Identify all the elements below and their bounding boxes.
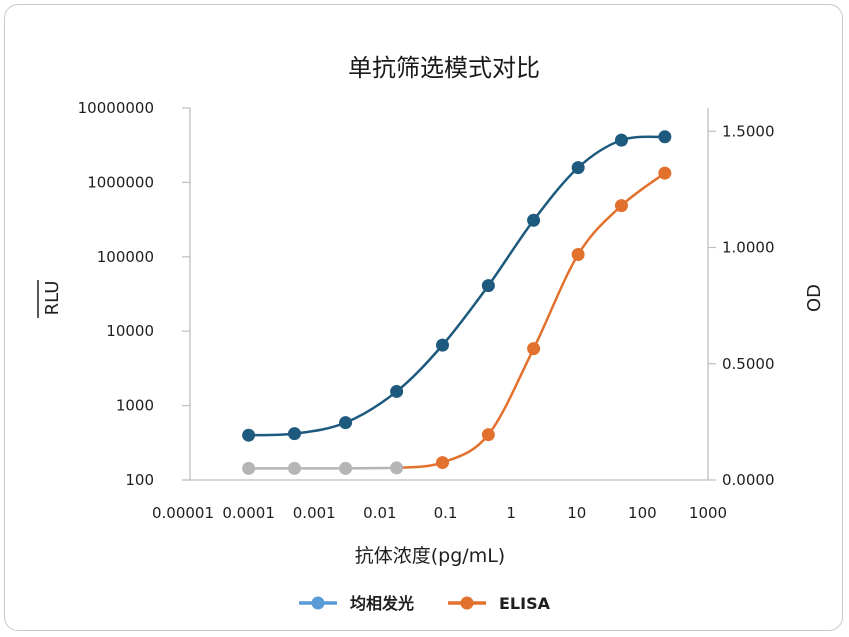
series-1-point-4 (435, 338, 449, 352)
legend: 均相发光 ELISA (299, 594, 551, 613)
y-tick-label-3: 10000 (106, 322, 154, 340)
series-1-point-0 (242, 428, 256, 442)
y2-tick-label-1: 1.0000 (722, 239, 775, 257)
series-1-point-1 (287, 427, 301, 441)
series-2-point-5 (481, 428, 495, 442)
series-2-point-4 (435, 456, 449, 470)
series-1-point-8 (614, 133, 628, 147)
legend-label-2: ELISA (499, 594, 551, 613)
series-1-point-6 (527, 213, 541, 227)
x-tick-label-6: 10 (567, 504, 586, 522)
y2-tick-labels: 1.5000 1.0000 0.5000 0.0000 (708, 122, 775, 489)
y2-tick-label-3: 0.0000 (722, 471, 775, 489)
series-2-point-6 (527, 342, 541, 356)
series-2-point-3 (390, 461, 404, 475)
y-tick-label-2: 100000 (97, 248, 154, 266)
legend-swatch-marker-1 (311, 596, 325, 610)
x-axis-label: 抗体浓度(pg/mL) (355, 545, 505, 567)
x-tick-label-4: 0.1 (434, 504, 458, 522)
series-1-line (248, 135, 665, 437)
series-1-point-5 (481, 279, 495, 293)
series-2-point-0 (242, 461, 256, 475)
y-tick-label-4: 1000 (116, 397, 154, 415)
y-axis-label: RLU (42, 281, 63, 316)
chart-frame (4, 4, 843, 631)
y2-tick-label-0: 1.5000 (722, 122, 775, 140)
y-tick-labels: 10000000 1000000 100000 10000 1000 100 (78, 99, 190, 489)
x-tick-label-5: 1 (506, 504, 516, 522)
x-tick-label-2: 0.001 (293, 504, 336, 522)
series-2-point-8 (614, 199, 628, 213)
x-tick-label-0: 0.00001 (152, 504, 214, 522)
series-1-point-2 (339, 416, 353, 430)
series-2-point-2 (339, 461, 353, 475)
y2-axis-label: OD (804, 284, 825, 312)
y-tick-label-1: 1000000 (87, 173, 154, 191)
x-tick-label-7: 100 (628, 504, 657, 522)
x-tick-label-8: 1000 (689, 504, 727, 522)
y2-tick-label-2: 0.5000 (722, 355, 775, 373)
series-1-point-3 (390, 384, 404, 398)
chart-title: 单抗筛选模式对比 (348, 54, 540, 82)
series-1-point-7 (571, 161, 585, 175)
legend-item-series-2[interactable]: ELISA (448, 594, 551, 613)
series-1-point-9 (658, 130, 672, 144)
legend-swatch-marker-2 (460, 596, 474, 610)
x-tick-label-3: 0.01 (363, 504, 396, 522)
x-tick-labels: 0.00001 0.0001 0.001 0.01 0.1 1 10 100 1000 (152, 504, 727, 522)
legend-item-series-1[interactable]: 均相发光 (299, 594, 414, 613)
y-tick-label-5: 100 (125, 471, 154, 489)
legend-label-1: 均相发光 (350, 594, 414, 613)
series-layer (242, 130, 672, 475)
series-2-point-1 (287, 461, 301, 475)
series-2-point-7 (571, 247, 585, 261)
y-tick-label-0: 10000000 (78, 99, 154, 117)
x-tick-label-1: 0.0001 (222, 504, 275, 522)
series-2-point-9 (658, 166, 672, 180)
